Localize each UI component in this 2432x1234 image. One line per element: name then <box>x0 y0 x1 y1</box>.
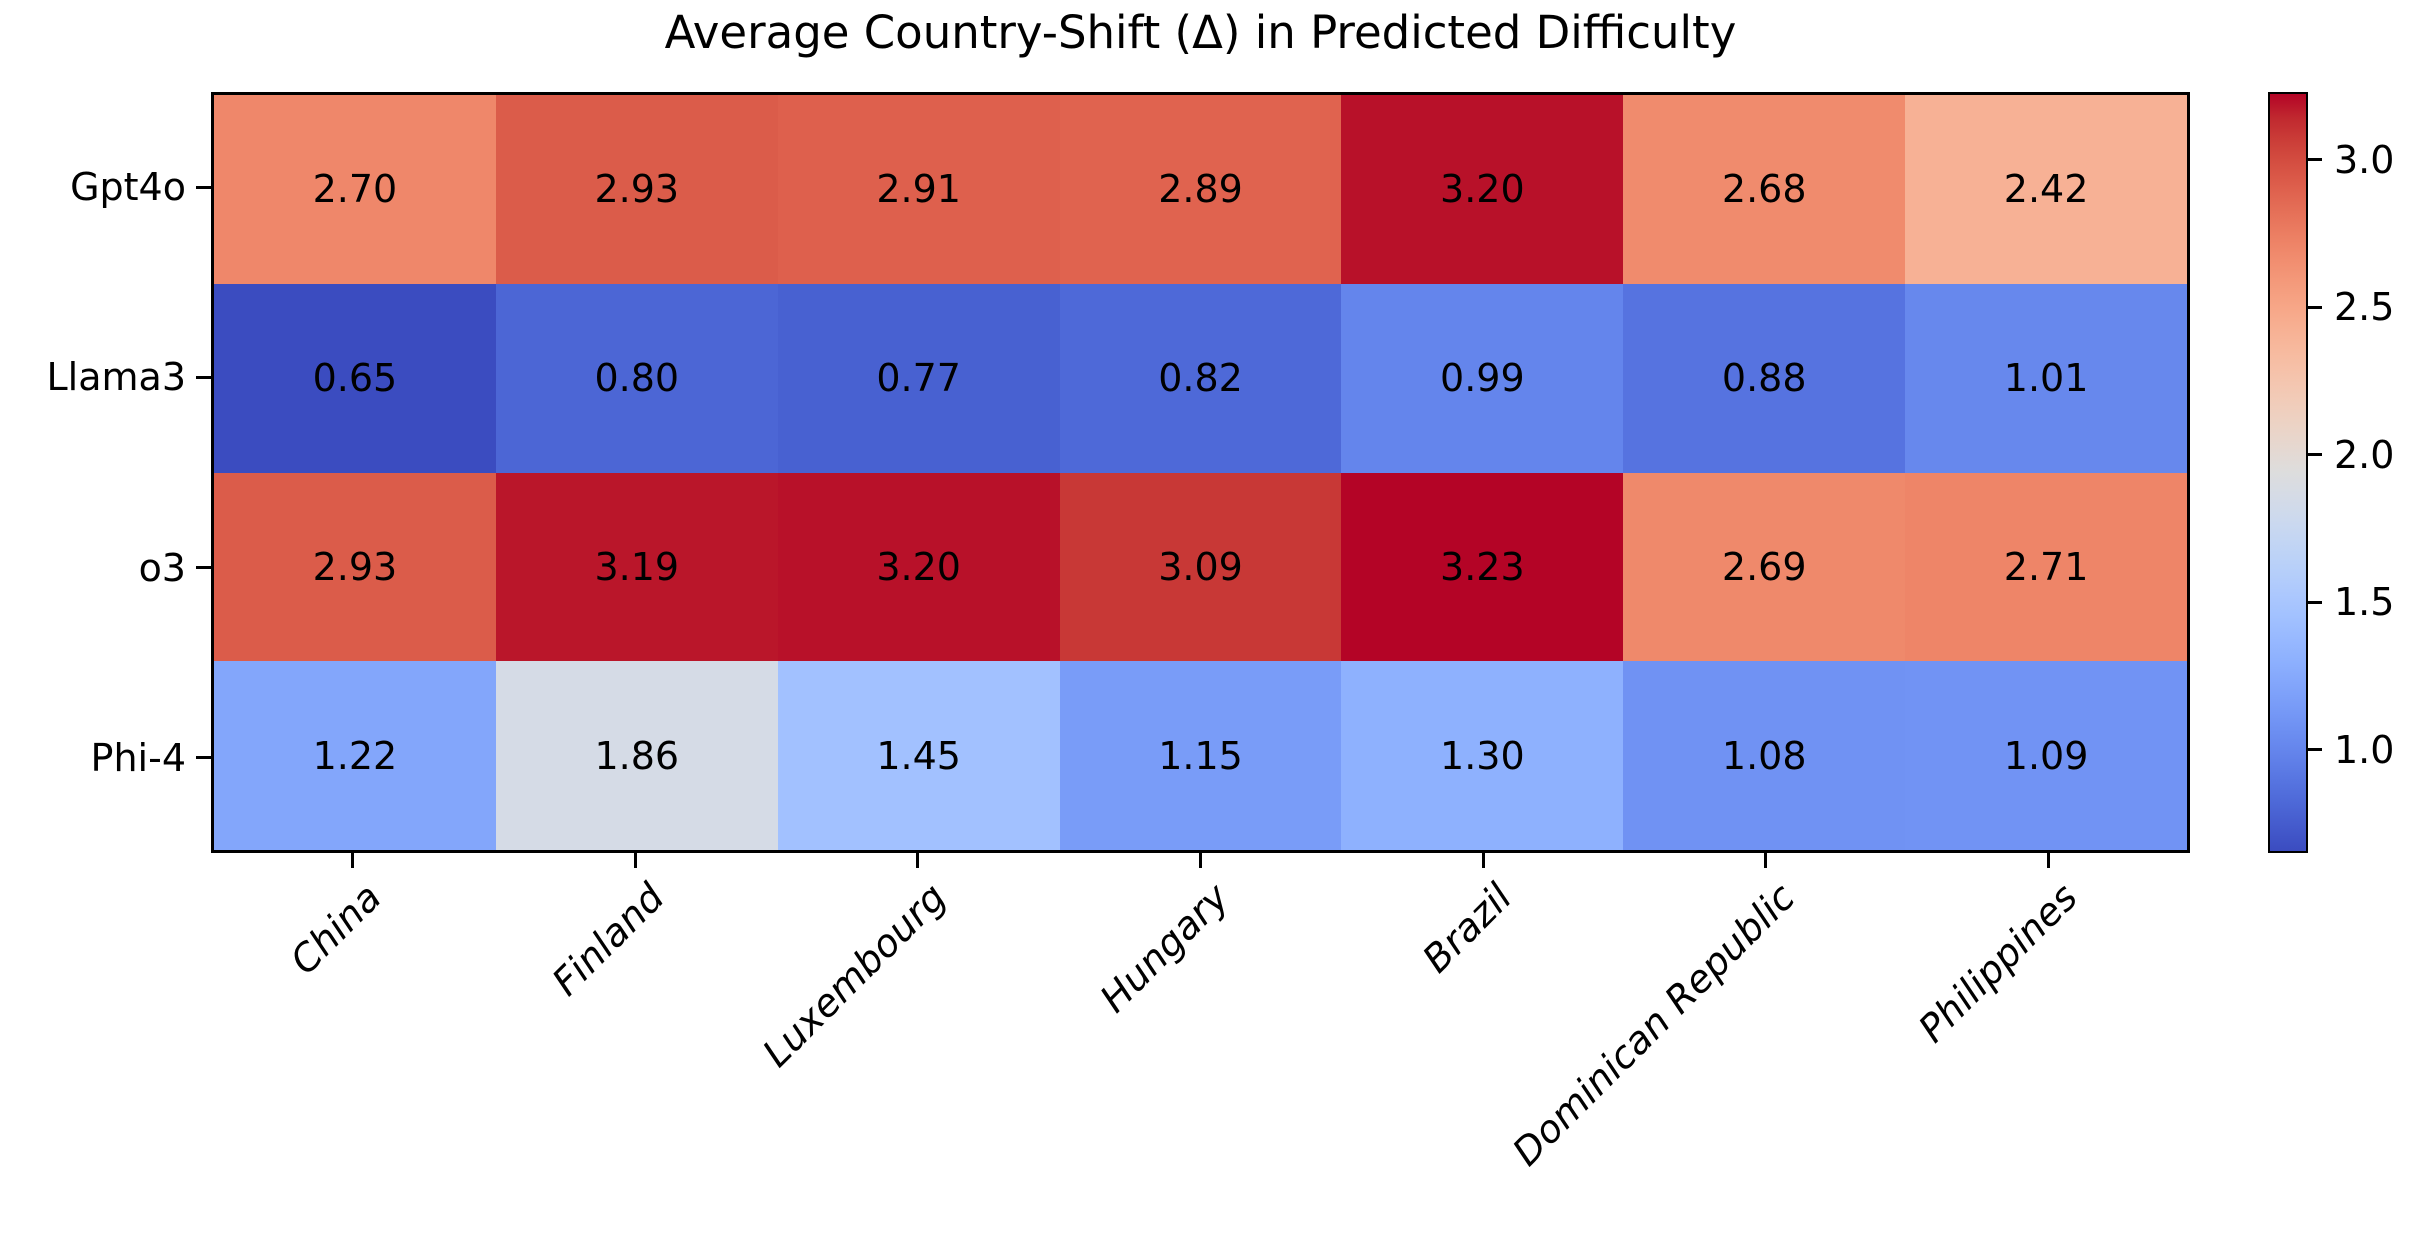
heatmap-cell-value: 0.80 <box>594 356 680 401</box>
heatmap-cell: 1.15 <box>1059 661 1342 850</box>
row-label: o3 <box>138 545 186 590</box>
x-tick-mark <box>1481 853 1485 868</box>
heatmap-cell-value: 2.70 <box>312 167 398 212</box>
heatmap-cell-value: 2.42 <box>2003 167 2089 212</box>
heatmap-cell: 2.42 <box>1905 95 2187 284</box>
heatmap-cell-value: 0.65 <box>312 356 398 401</box>
column-label: Brazil <box>1414 875 1521 982</box>
colorbar-tick-label: 2.0 <box>2334 432 2395 477</box>
heatmap-cell-value: 3.20 <box>1440 167 1525 212</box>
heatmap-cell: 1.08 <box>1623 661 1906 850</box>
heatmap-cell-value: 1.86 <box>594 733 680 778</box>
x-tick-mark <box>633 853 637 868</box>
column-label: China <box>281 875 390 983</box>
heatmap-cell-value: 1.01 <box>2003 356 2089 401</box>
heatmap-cell: 2.71 <box>1905 472 2187 662</box>
heatmap-cell-value: 1.09 <box>2003 733 2089 778</box>
heatmap-cell-value: 0.77 <box>876 356 961 401</box>
heatmap-cell: 3.20 <box>1341 95 1624 284</box>
x-tick-mark <box>1199 853 1202 868</box>
x-tick-mark <box>1764 853 1768 868</box>
heatmap-cell: 0.99 <box>1341 283 1624 473</box>
chart-title: Average Country-Shift (Δ) in Predicted D… <box>664 6 1737 59</box>
heatmap-cell-value: 2.91 <box>876 167 961 212</box>
heatmap-cell: 1.22 <box>214 661 496 850</box>
heatmap-cell: 1.09 <box>1905 661 2187 850</box>
heatmap-cell: 0.77 <box>777 283 1060 473</box>
heatmap-cell: 2.91 <box>777 95 1060 284</box>
colorbar-tick-label: 1.5 <box>2334 580 2395 625</box>
column-label: Finland <box>543 875 673 1005</box>
heatmap-cell: 0.80 <box>495 283 778 473</box>
column-label: Philippines <box>1909 875 2086 1051</box>
heatmap-cell: 2.69 <box>1623 472 1906 662</box>
colorbar <box>2268 92 2308 853</box>
heatmap-cell: 3.19 <box>495 472 778 662</box>
heatmap-cell-value: 0.82 <box>1158 356 1243 401</box>
x-tick-mark <box>916 853 920 868</box>
colorbar-tick-mark <box>2308 158 2322 162</box>
heatmap-cell: 2.93 <box>495 95 778 284</box>
heatmap-cell-value: 3.19 <box>594 544 680 589</box>
heatmap-cell: 1.86 <box>495 661 778 850</box>
heatmap-cell-value: 2.69 <box>1721 544 1807 589</box>
y-tick-mark <box>196 756 211 760</box>
heatmap-cell: 0.82 <box>1059 283 1342 473</box>
colorbar-tick-label: 1.0 <box>2334 727 2395 772</box>
heatmap-cell-value: 2.71 <box>2003 544 2089 589</box>
heatmap-cell-value: 2.93 <box>594 167 680 212</box>
heatmap-cell: 0.88 <box>1623 283 1906 473</box>
heatmap-grid: 2.70 2.93 2.91 2.89 3.20 2.68 2.42 0.65 0.80 0.77… <box>211 92 2190 853</box>
heatmap-cell-value: 1.45 <box>876 733 961 778</box>
heatmap-cell-value: 2.89 <box>1158 167 1243 212</box>
heatmap-cell-value: 0.99 <box>1440 356 1525 401</box>
heatmap-cell-value: 3.09 <box>1158 544 1243 589</box>
heatmap-cell-value: 1.08 <box>1721 733 1807 778</box>
heatmap-cell: 2.70 <box>214 95 496 284</box>
colorbar-tick-mark <box>2308 748 2322 752</box>
heatmap-cell: 1.30 <box>1341 661 1624 850</box>
heatmap-cell: 3.09 <box>1059 472 1342 662</box>
row-label: Gpt4o <box>70 165 186 210</box>
column-label: Hungary <box>1091 875 1238 1021</box>
heatmap-cell-value: 2.93 <box>312 544 398 589</box>
heatmap-cell: 3.23 <box>1341 472 1624 662</box>
heatmap-cell-value: 0.88 <box>1721 356 1807 401</box>
colorbar-tick-mark <box>2308 305 2322 309</box>
heatmap-cell: 2.89 <box>1059 95 1342 284</box>
column-label: Luxembourg <box>754 875 955 1076</box>
heatmap-cell: 0.65 <box>214 283 496 473</box>
heatmap-cell: 1.01 <box>1905 283 2187 473</box>
y-tick-mark <box>196 185 211 189</box>
row-label: Llama3 <box>46 355 187 400</box>
x-tick-mark <box>350 853 354 868</box>
heatmap-cell-value: 2.68 <box>1721 167 1807 212</box>
heatmap-cell: 1.45 <box>777 661 1060 850</box>
heatmap-cell: 2.68 <box>1623 95 1906 284</box>
heatmap-cell: 3.20 <box>777 472 1060 662</box>
column-label: Dominican Republic <box>1503 875 1804 1175</box>
heatmap-cell-value: 1.15 <box>1158 733 1243 778</box>
y-tick-mark <box>196 566 211 570</box>
heatmap-cell-value: 1.30 <box>1440 733 1525 778</box>
colorbar-tick-mark <box>2308 600 2322 604</box>
colorbar-tick-mark <box>2308 453 2322 457</box>
heatmap-cell-value: 3.20 <box>876 544 961 589</box>
heatmap-cell: 2.93 <box>214 472 496 662</box>
x-tick-mark <box>2047 853 2051 868</box>
row-label: Phi-4 <box>90 735 186 780</box>
colorbar-tick-label: 3.0 <box>2334 137 2395 182</box>
heatmap-cell-value: 1.22 <box>312 733 398 778</box>
heatmap-cell-value: 3.23 <box>1440 544 1525 589</box>
colorbar-tick-label: 2.5 <box>2334 285 2395 330</box>
y-tick-mark <box>196 375 211 379</box>
